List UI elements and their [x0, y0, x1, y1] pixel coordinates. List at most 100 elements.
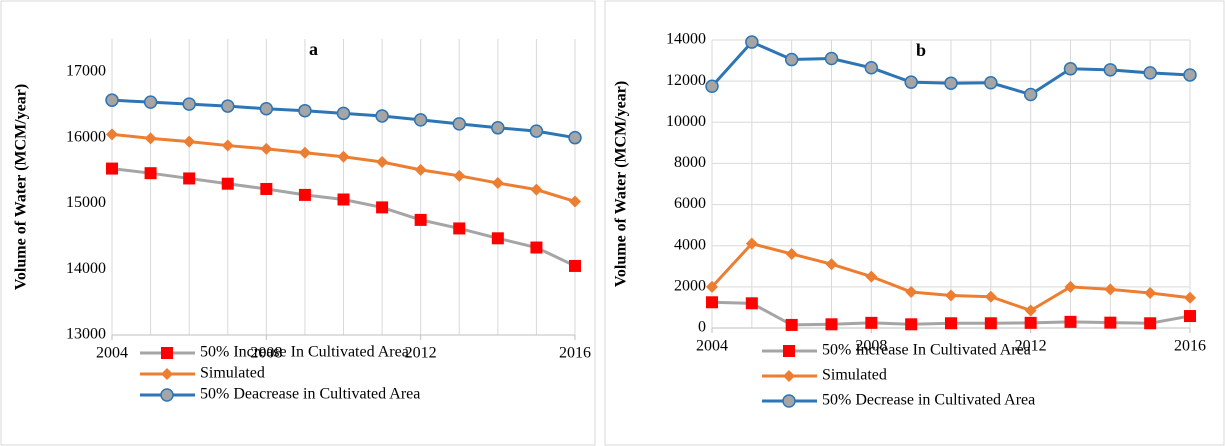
data-point [1024, 304, 1037, 317]
data-point [825, 318, 838, 331]
data-point [337, 193, 350, 206]
data-point [530, 183, 543, 196]
x-tick-label: 2012 [405, 345, 437, 362]
legend-label: Simulated [822, 367, 887, 384]
data-point [1183, 68, 1197, 82]
data-point [1184, 291, 1196, 304]
data-point [491, 121, 505, 135]
y-tick-label: 14000 [666, 31, 706, 48]
data-point [569, 259, 581, 272]
data-point [105, 93, 119, 107]
data-point [745, 35, 759, 49]
data-point [491, 232, 504, 245]
legend-marker [160, 388, 174, 402]
data-point [1063, 62, 1078, 76]
data-point [221, 99, 235, 113]
data-point [337, 150, 350, 163]
data-point [706, 296, 718, 309]
data-point [569, 195, 581, 208]
data-point [221, 139, 234, 152]
data-point [944, 76, 958, 90]
data-point [376, 201, 389, 214]
data-point [413, 113, 428, 127]
data-point [1064, 280, 1077, 293]
data-point [182, 97, 196, 111]
y-tick-label: 12000 [666, 72, 706, 89]
data-point [984, 290, 997, 303]
y-tick-label: 10000 [666, 113, 706, 130]
y-tick-label: 8000 [674, 154, 706, 171]
panel-border [0, 0, 596, 446]
y-tick-label: 0 [698, 319, 706, 336]
data-point [529, 124, 544, 138]
legend-label: Simulated [200, 365, 265, 382]
data-point [414, 163, 427, 176]
x-tick-label: 2016 [1174, 338, 1206, 355]
data-point [1144, 317, 1157, 330]
data-point [984, 317, 997, 330]
panel-border [604, 0, 1225, 446]
data-point [260, 182, 273, 195]
legend-marker [782, 394, 796, 408]
y-tick-label: 13000 [66, 326, 106, 343]
x-tick-label: 2008 [250, 345, 282, 362]
data-point [945, 289, 957, 302]
legend-marker [161, 368, 173, 380]
data-point [705, 79, 719, 94]
chart-title: a [309, 39, 318, 59]
legend-label: 50% Increase In Cultivated Area [200, 344, 409, 361]
data-point [298, 188, 311, 201]
data-point [1144, 287, 1157, 300]
data-point [1184, 310, 1196, 323]
data-point [298, 146, 311, 159]
y-tick-label: 15000 [66, 194, 106, 211]
data-point [143, 95, 158, 109]
legend-marker [783, 370, 795, 382]
data-point [1103, 63, 1118, 77]
data-point [1104, 283, 1117, 296]
y-tick-label: 14000 [66, 260, 106, 277]
legend-label: 50% Deacrease in Cultivated Area [200, 386, 420, 403]
data-point [221, 177, 234, 190]
data-point [785, 318, 798, 331]
x-tick-label: 2008 [855, 338, 887, 355]
data-point [824, 51, 839, 66]
data-point [183, 135, 196, 148]
data-point [1143, 66, 1157, 80]
data-point [376, 156, 389, 169]
data-point [905, 318, 918, 331]
y-tick-label: 2000 [674, 278, 706, 295]
data-point [453, 169, 466, 182]
data-point [785, 247, 798, 260]
data-point [452, 117, 466, 131]
data-point [984, 76, 998, 90]
data-point [144, 132, 157, 145]
data-point [905, 286, 918, 298]
data-point [414, 213, 427, 226]
legend-label: 50% Decrease in Cultivated Area [822, 392, 1035, 409]
legend-marker [161, 347, 173, 359]
y-axis-label: Volume of Water (MCM/year) [613, 81, 630, 287]
data-point [945, 317, 957, 330]
x-tick-label: 2012 [1015, 338, 1047, 355]
data-point [106, 128, 118, 141]
x-tick-label: 2016 [559, 345, 591, 362]
data-point [375, 109, 389, 123]
data-point [530, 241, 543, 254]
data-point [1064, 315, 1077, 328]
data-point [865, 270, 878, 283]
legend-marker [783, 345, 795, 357]
data-point [706, 280, 718, 293]
legend-label: 50% Increase In Cultivated Area [822, 342, 1031, 359]
data-point [1104, 316, 1117, 329]
data-point [745, 237, 758, 250]
data-point [1024, 316, 1037, 329]
data-point [298, 103, 312, 118]
data-point [784, 52, 799, 67]
y-tick-label: 17000 [66, 63, 106, 80]
data-point [825, 258, 838, 271]
y-axis-label: Volume of Water (MCM/year) [13, 84, 30, 290]
data-point [1023, 87, 1038, 102]
data-point [864, 61, 879, 75]
